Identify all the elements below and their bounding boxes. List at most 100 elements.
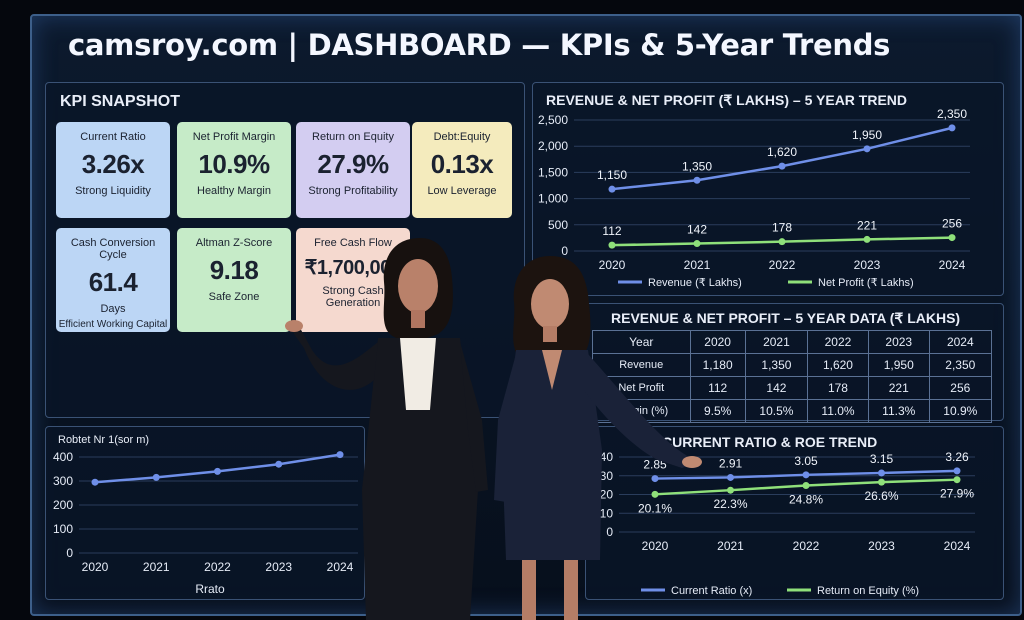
bottom-left-chart-title: Robtet Nr 1(sor m) [58, 434, 150, 446]
y-tick-label: 0 [66, 546, 73, 560]
current-ratio-roe-chart: 0 10 20 30 40 2020 2021 2022 2023 2024 2.85 2.91 3.0… [600, 450, 975, 597]
data-point [948, 124, 956, 132]
kpi-card: Current Ratio 3.26x Strong Liquidity [56, 122, 170, 218]
data-label: 1,150 [597, 168, 627, 182]
y-tick-label: 0 [561, 244, 568, 258]
ratio-roe-chart-title: CURRENT RATIO & ROE TREND [662, 434, 878, 450]
data-label: 27.9% [940, 487, 974, 501]
kpi-card: Return on Equity 27.9% Strong Profitabilit… [296, 122, 410, 218]
y-tick-label: 300 [53, 474, 73, 488]
kpi-label: Return on Equity [312, 131, 394, 143]
data-label: 3.05 [794, 454, 818, 468]
revenue-net-profit-chart: 0 500 1,000 1,500 2,000 2,500 2020 2021 2022 2023… [538, 108, 970, 289]
data-point [778, 238, 786, 246]
table-cell: 10.5% [744, 399, 809, 423]
table-cell: 112 [689, 376, 746, 400]
legend-label: Revenue (₹ Lakhs) [648, 277, 742, 289]
kpi-value: 0.13x [430, 149, 494, 179]
kpi-label: Free Cash Flow [314, 237, 392, 249]
x-tick-label: 2021 [684, 258, 711, 272]
data-point [651, 490, 659, 498]
x-tick-label: 2023 [854, 258, 881, 272]
data-label: 2.91 [719, 456, 743, 470]
data-point [953, 476, 961, 484]
kpi-label: Cash Conversion Cycle [70, 237, 156, 261]
kpi-card: Altman Z-Score 9.18 Safe Zone [177, 228, 291, 332]
table-cell: 11.3% [867, 399, 930, 423]
table-header-cell: 2023 [867, 330, 930, 354]
y-tick-label: 1,500 [538, 165, 568, 179]
x-tick-label: 2020 [82, 560, 109, 574]
kpi-card: Net Profit Margin 10.9% Healthy Margin [177, 122, 291, 218]
y-tick-label: 20 [600, 488, 614, 502]
x-tick-label: 2024 [944, 539, 971, 553]
y-tick-label: 400 [53, 450, 73, 464]
data-point [863, 235, 871, 243]
data-label: 26.6% [864, 489, 898, 503]
data-point [778, 162, 786, 170]
data-table-title: REVENUE & NET PROFIT – 5 YEAR DATA (₹ LA… [611, 310, 961, 326]
data-point [948, 234, 956, 242]
kpi-value: ₹1,700,000 [304, 257, 402, 279]
y-tick-label: 40 [600, 450, 614, 464]
kpi-value: 9.18 [209, 255, 259, 285]
data-label: 24.8% [789, 493, 823, 507]
table-cell: 142 [744, 376, 809, 400]
data-point [802, 471, 810, 479]
data-label: 1,950 [852, 128, 882, 142]
table-row: Revenue 1,180 1,350 1,620 1,950 2,350 [592, 353, 993, 377]
y-tick-label: 200 [53, 498, 73, 512]
legend-label: Net Profit (₹ Lakhs) [818, 277, 914, 289]
table-cell: 2,350 [928, 353, 993, 377]
y-tick-label: 2,500 [538, 113, 568, 127]
kpi-sub2: Efficient Working Capital [58, 319, 168, 330]
x-tick-label: 2023 [265, 560, 292, 574]
y-tick-label: 1,000 [538, 192, 568, 206]
data-label: 2,350 [937, 108, 967, 121]
y-tick-label: 10 [600, 506, 614, 520]
y-tick-label: 30 [600, 469, 614, 483]
kpi-sub: Strong Profitability [308, 185, 398, 197]
table-cell: 11.0% [807, 399, 869, 423]
data-point [214, 467, 221, 475]
data-label: 142 [687, 223, 707, 237]
x-axis-label: Rrato [195, 582, 225, 595]
data-point [608, 185, 616, 193]
data-label: 1,620 [767, 145, 797, 159]
data-label: 3.15 [870, 452, 894, 466]
revenue-chart-title: REVENUE & NET PROFIT (₹ LAKHS) – 5 YEAR … [546, 92, 908, 108]
table-cell: 10.9% [928, 399, 993, 423]
data-point [693, 240, 701, 248]
table-cell: 1,950 [867, 353, 930, 377]
table-header-cell: 2022 [807, 330, 869, 354]
x-tick-label: 2021 [717, 539, 744, 553]
x-tick-label: 2022 [204, 560, 231, 574]
data-point [693, 176, 701, 184]
table-header-cell: Year [592, 330, 691, 354]
table-header-row: Year 2020 2021 2022 2023 2024 [592, 330, 993, 354]
data-label: 221 [857, 218, 877, 232]
data-point [878, 469, 885, 477]
data-label: 1,350 [682, 159, 712, 173]
x-tick-label: 2022 [793, 539, 820, 553]
kpi-value: 3.26x [81, 149, 145, 179]
table-header-cell: 2020 [689, 330, 746, 354]
presenter-left [285, 238, 488, 620]
bottom-left-chart-panel [45, 426, 365, 600]
kpi-label: Net Profit Margin [192, 131, 276, 143]
data-point [608, 241, 616, 249]
kpi-value: 27.9% [317, 149, 389, 179]
data-label: 22.3% [713, 497, 747, 511]
x-tick-label: 2023 [868, 539, 895, 553]
data-point [953, 467, 961, 475]
x-tick-label: 2024 [327, 560, 354, 574]
kpi-value: 10.9% [198, 149, 270, 179]
data-point [91, 478, 99, 486]
kpi-label: Debt:Equity [433, 131, 491, 143]
x-tick-label: 2022 [769, 258, 796, 272]
table-cell: 1,180 [689, 353, 746, 377]
kpi-sub: Strong Cash Generation [322, 285, 384, 309]
data-point [878, 478, 885, 486]
y-tick-label: 100 [53, 522, 73, 536]
legend-label: Current Ratio (x) [671, 585, 752, 597]
